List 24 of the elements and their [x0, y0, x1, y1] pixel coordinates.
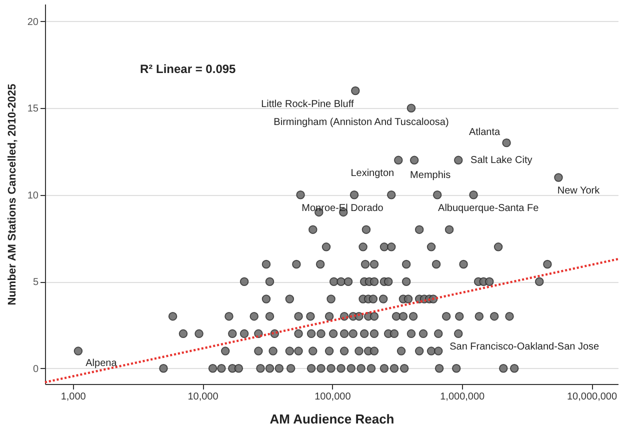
annotation: Birmingham (Anniston And Tuscaloosa) [274, 117, 449, 128]
annotation: Lexington [350, 168, 394, 180]
y-tick-label: 15 [27, 104, 39, 115]
annotation: Alpena [86, 358, 118, 370]
annotation: Atlanta [468, 126, 501, 138]
y-axis-title: Number AM Stations Cancelled, 2010-2025 [6, 84, 18, 306]
annotation: San Francisco-Oakland-San Jose [450, 342, 600, 353]
x-tick-label: 10,000 [188, 392, 219, 402]
annotation: Monroe-El Dorado [302, 202, 384, 214]
annotation: Albuquerque-Santa Fe [438, 202, 540, 214]
annotation: Memphis [410, 170, 451, 182]
x-axis-title: AM Audience Reach [270, 412, 394, 426]
y-tick-label: 20 [27, 16, 39, 28]
y-tick-label: 10 [27, 190, 39, 202]
x-tick-label: 10,000,000 [567, 392, 618, 402]
y-tick-label: 0 [32, 364, 39, 375]
annotation: R² Linear = 0.095 [140, 62, 236, 76]
x-tick-label: 1,000 [60, 392, 86, 402]
annotation: Little Rock-Pine Bluff [261, 98, 354, 110]
annotation: Salt Lake City [470, 155, 532, 166]
x-tick-label: 100,000 [314, 392, 352, 402]
annotation: New York [557, 186, 601, 197]
y-tick-label: 5 [32, 277, 39, 288]
x-tick-label: 1,000,000 [440, 392, 486, 402]
